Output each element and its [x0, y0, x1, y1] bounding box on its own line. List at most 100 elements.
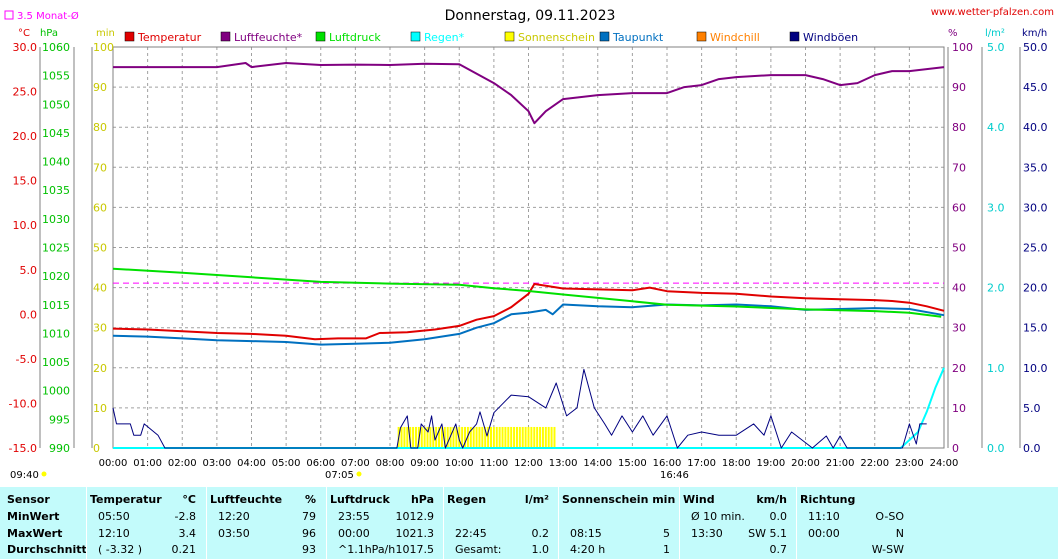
pressure-tick-label: 1015	[42, 299, 70, 312]
temp-tick-label: 15.0	[13, 175, 38, 188]
humidity-tick-label: 50	[952, 242, 966, 255]
x-tick-label: 00:00	[99, 458, 128, 469]
temp-tick-label: 25.0	[13, 86, 38, 99]
stats-value: 0.2	[531, 527, 550, 540]
x-tick-label: 16:00	[653, 458, 682, 469]
stats-cell: 23:55	[338, 510, 370, 523]
humidity-tick-label: 0	[952, 442, 959, 455]
pressure-tick-label: 1055	[42, 70, 70, 83]
x-tick-label: 09:00	[410, 458, 439, 469]
rain-tick-label: 3.0	[987, 201, 1005, 214]
temp-tick-label: 5.0	[20, 264, 38, 277]
legend-swatch	[789, 31, 800, 42]
pressure-tick-label: 1040	[42, 156, 70, 169]
chart-series	[112, 62, 945, 449]
temp-axis-unit: °C	[18, 28, 30, 39]
legend-swatch	[220, 31, 231, 42]
legend-label: Sonnenschein	[518, 31, 595, 44]
legend-label: Temperatur	[137, 31, 202, 44]
temp-tick-label: 0.0	[20, 308, 38, 321]
sun_min-tick-label: 90	[93, 81, 107, 94]
x-tick-label: 10:00	[445, 458, 474, 469]
x-tick-label: 23:00	[895, 458, 924, 469]
stats-header: Luftfeuchte	[210, 493, 283, 506]
left-annotation: 09:40	[10, 470, 39, 481]
stats-cell: 00:00	[808, 527, 840, 540]
pressure-axis-unit: hPa	[40, 28, 58, 39]
stats-column: Temperatur °C 05:50 -2.8 12:10 3.4 ( -3.32 ) 0.…	[90, 487, 202, 559]
stats-cell: 22:45	[455, 527, 487, 540]
rain-tick-label: 5.0	[987, 41, 1005, 54]
stats-separator	[679, 487, 680, 559]
stats-header: Wind	[683, 493, 715, 506]
temp-tick-label: 10.0	[13, 219, 38, 232]
wind-tick-label: 25.0	[1023, 242, 1048, 255]
pressure-tick-label: 1030	[42, 213, 70, 226]
sun-marker-icon	[41, 471, 47, 477]
wind-tick-label: 30.0	[1023, 201, 1048, 214]
wind-tick-label: 20.0	[1023, 282, 1048, 295]
stats-value: O-SO	[875, 510, 904, 523]
avg-legend-icon	[4, 10, 14, 20]
temp-tick-label: -10.0	[9, 397, 37, 410]
legend-label: Taupunkt	[612, 31, 664, 44]
stats-cell: 12:20	[218, 510, 250, 523]
stats-separator	[796, 487, 797, 559]
pressure-tick-label: 1010	[42, 327, 70, 340]
chart-axes: 00:00 01:00 02:00 03:00 04:00 05:00 06:00 07:00…	[9, 28, 1048, 469]
sun_min-tick-label: 60	[93, 201, 107, 214]
stats-separator	[86, 487, 87, 559]
stats-value: 3.4	[178, 527, 197, 540]
stats-cell: ( -3.32 )	[98, 543, 143, 556]
rain-tick-label: 1.0	[987, 362, 1005, 375]
stats-column: Wind km/h Ø 10 min. 0.0 13:30 SW 5.1 0.7	[683, 487, 793, 559]
stats-value: 0.0	[769, 510, 788, 523]
stats-cell: 05:50	[98, 510, 130, 523]
wind-tick-label: 10.0	[1023, 362, 1048, 375]
x-tick-label: 14:00	[583, 458, 612, 469]
legend-swatch	[410, 31, 421, 42]
stats-value: 1.0	[531, 543, 550, 556]
stats-value: 5	[663, 527, 670, 540]
humidity-tick-label: 40	[952, 282, 966, 295]
sunset-annotation: 16:46	[660, 470, 689, 481]
sun_min-tick-label: 30	[93, 322, 107, 335]
sun_min-tick-label: 10	[93, 402, 107, 415]
legend-label: Windchill	[710, 31, 760, 44]
x-tick-label: 01:00	[133, 458, 162, 469]
sun_min-tick-label: 0	[93, 442, 100, 455]
temp-tick-label: 20.0	[13, 130, 38, 143]
stats-column: Sensor MinWert MaxWert Durchschnitt	[7, 487, 87, 559]
stats-separator	[443, 487, 444, 559]
site-link[interactable]: www.wetter-pfalzen.com	[931, 7, 1054, 18]
stats-unit: l/m²	[524, 493, 549, 506]
stats-cell: Ø 10 min.	[691, 510, 745, 523]
stats-column: Sonnenschein min 08:15 5 4:20 h 1	[562, 487, 676, 559]
stats-value: W-SW	[871, 543, 904, 556]
legend-swatch	[696, 31, 707, 42]
stats-cell: 03:50	[218, 527, 250, 540]
sun_min-tick-label: 40	[93, 282, 107, 295]
pressure-tick-label: 1035	[42, 184, 70, 197]
stats-column: Richtung 11:10 O-SO 00:00 N W-SW	[800, 487, 910, 559]
temp-tick-label: -5.0	[16, 353, 37, 366]
humidity-tick-label: 100	[952, 41, 973, 54]
x-tick-label: 02:00	[168, 458, 197, 469]
wind-tick-label: 50.0	[1023, 41, 1048, 54]
stats-cell: 11:10	[808, 510, 840, 523]
stats-cell: 00:00	[338, 527, 370, 540]
stats-cell: MinWert	[7, 510, 60, 523]
stats-cell: MaxWert	[7, 527, 63, 540]
series-line-luftdruck	[112, 267, 942, 318]
stats-header: Regen	[447, 493, 487, 506]
stats-column: Regen l/m² 22:45 0.2 Gesamt: 1.0	[447, 487, 555, 559]
stats-value: 1021.3	[395, 527, 435, 540]
rain-tick-label: 0.0	[987, 442, 1005, 455]
pressure-tick-label: 1025	[42, 242, 70, 255]
wind-tick-label: 0.0	[1023, 442, 1041, 455]
stats-value: 1	[663, 543, 670, 556]
stats-value: 0.7	[769, 543, 788, 556]
wind-tick-label: 40.0	[1023, 121, 1048, 134]
legend-swatch	[599, 31, 610, 42]
stats-unit: hPa	[410, 493, 434, 506]
